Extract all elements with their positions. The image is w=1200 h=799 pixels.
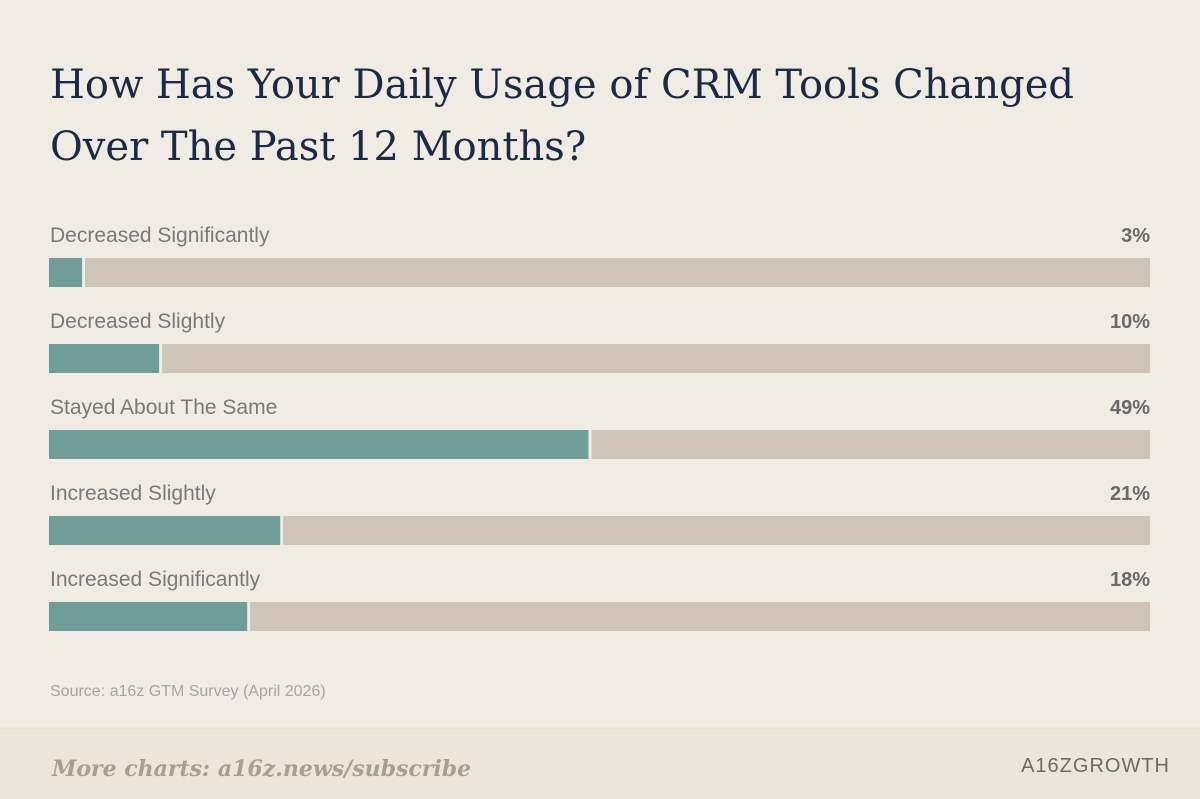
bar (49, 344, 160, 373)
value-label: 49% (1110, 397, 1150, 419)
brand: A16ZGROWTH (1021, 755, 1170, 777)
value-label: 3% (1121, 225, 1150, 247)
value-label: 21% (1110, 483, 1150, 505)
title-line: Over The Past 12 Months? (50, 124, 586, 170)
category-label: Decreased Significantly (50, 224, 270, 247)
bar (49, 516, 281, 545)
track (591, 430, 1150, 459)
bar (49, 430, 589, 459)
chart-title: How Has Your Daily Usage of CRM Tools Ch… (50, 62, 1074, 170)
title-line: How Has Your Daily Usage of CRM Tools Ch… (50, 62, 1074, 108)
footer-band (0, 728, 1200, 799)
bar (49, 258, 83, 287)
category-label: Increased Slightly (50, 482, 216, 505)
footer-link: More charts: a16z.news/subscribe (51, 756, 471, 782)
value-label: 18% (1110, 569, 1150, 591)
track (283, 516, 1151, 545)
track (250, 602, 1150, 631)
track (85, 258, 1150, 287)
track (162, 344, 1151, 373)
value-label: 10% (1110, 311, 1150, 333)
category-label: Decreased Slightly (50, 310, 226, 333)
category-label: Increased Significantly (50, 568, 261, 591)
bar (49, 602, 248, 631)
source: Source: a16z GTM Survey (April 2026) (50, 683, 326, 700)
category-label: Stayed About The Same (50, 396, 277, 419)
